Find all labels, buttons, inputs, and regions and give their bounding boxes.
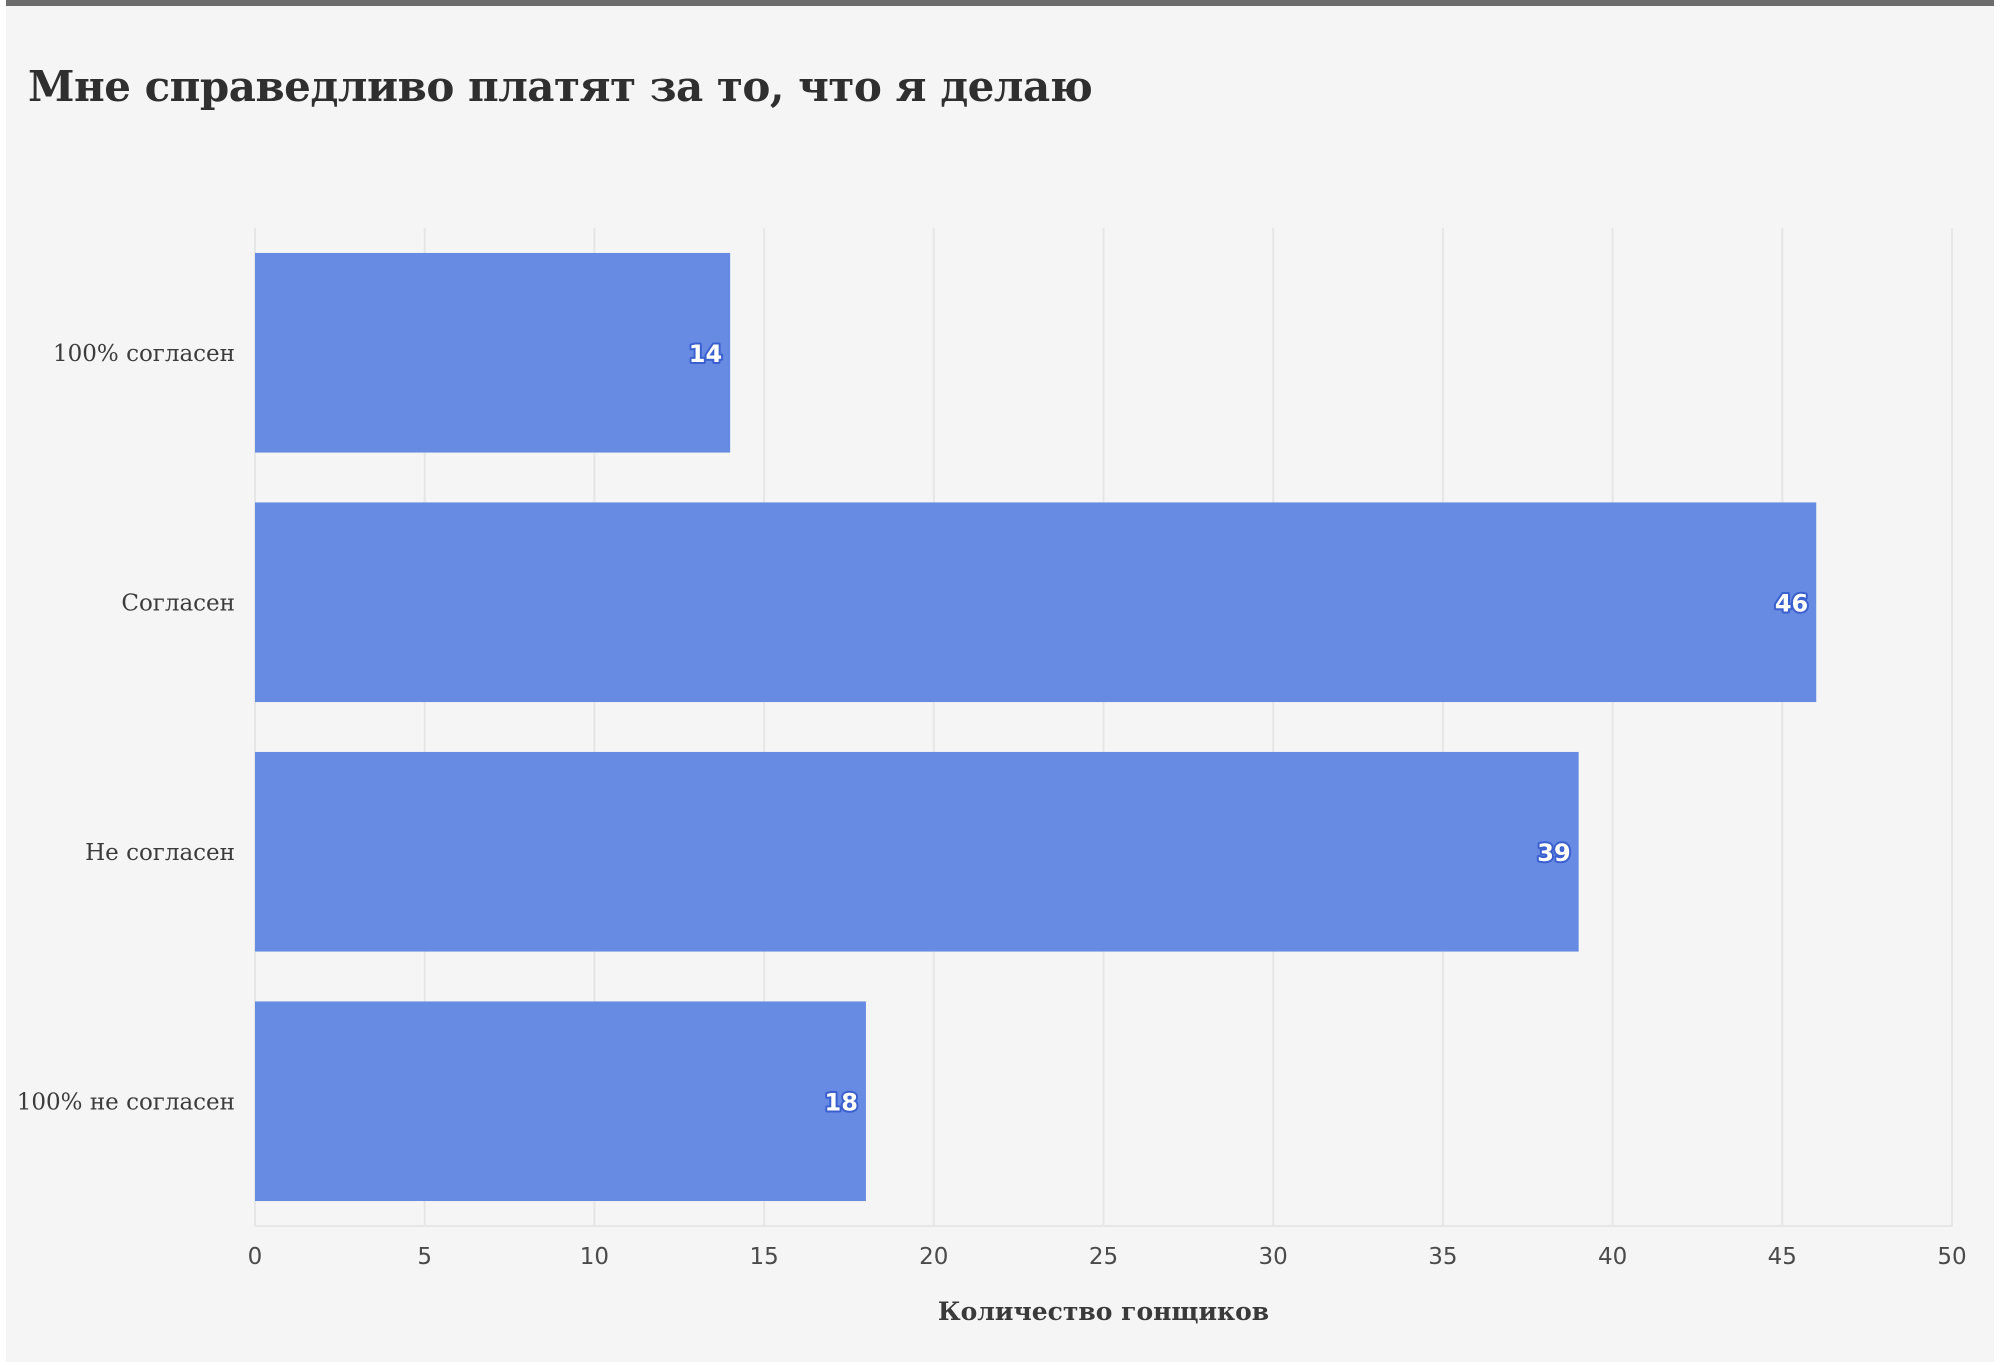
x-tick-label-35: 35 xyxy=(1428,1244,1457,1270)
bar-3 xyxy=(255,751,1579,952)
category-label-1: 100% согласен xyxy=(53,341,235,367)
x-tick-label-15: 15 xyxy=(749,1244,778,1270)
value-label-3: 39 xyxy=(1537,839,1570,867)
chart-title: Мне справедливо платят за то, что я дела… xyxy=(28,62,1093,111)
value-label-4: 18 xyxy=(825,1088,858,1116)
x-tick-label-0: 0 xyxy=(248,1244,263,1270)
x-tick-label-10: 10 xyxy=(580,1244,609,1270)
category-label-4: 100% не согласен xyxy=(17,1089,235,1115)
bar-4 xyxy=(255,1001,866,1202)
x-tick-label-5: 5 xyxy=(417,1244,432,1270)
category-label-3: Не согласен xyxy=(85,840,235,866)
labels: 0 5 10 15 20 25 30 35 40 45 50 14 100% согласен 46 Сог… xyxy=(17,338,1967,1270)
x-tick-label-20: 20 xyxy=(919,1244,948,1270)
category-label-2: Согласен xyxy=(121,590,235,616)
value-label-1: 14 xyxy=(689,340,722,368)
bars xyxy=(255,252,1817,1202)
value-label-2: 46 xyxy=(1775,589,1808,617)
x-tick-label-30: 30 xyxy=(1259,1244,1288,1270)
x-tick-label-50: 50 xyxy=(1937,1244,1966,1270)
x-tick-label-40: 40 xyxy=(1598,1244,1627,1270)
x-axis-title: Количество гонщиков xyxy=(938,1297,1269,1326)
bar-2 xyxy=(255,502,1817,703)
x-tick-label-25: 25 xyxy=(1089,1244,1118,1270)
x-tick-label-45: 45 xyxy=(1768,1244,1797,1270)
bar-1 xyxy=(255,252,731,453)
